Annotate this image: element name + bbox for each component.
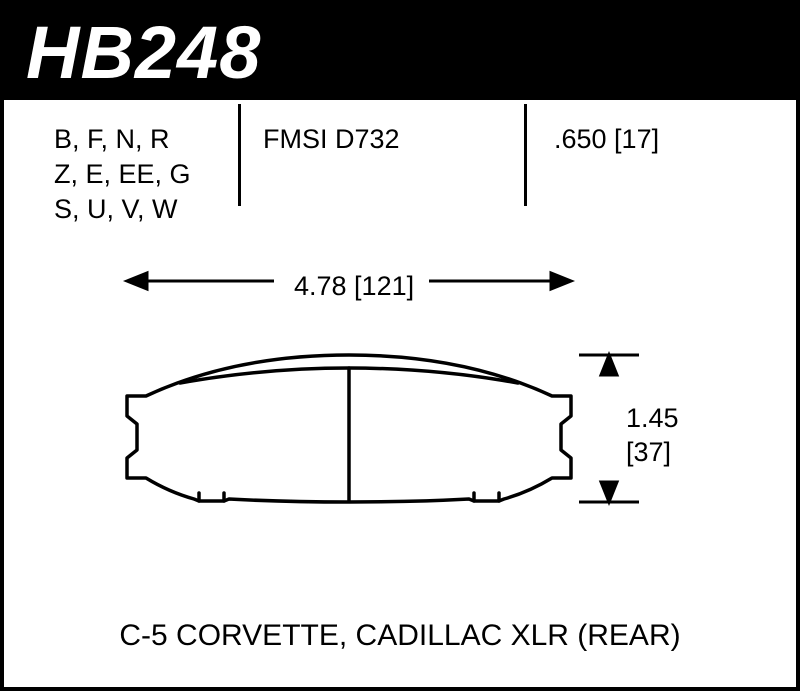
spec-sheet-page: HB248 B, F, N, R Z, E, EE, G S, U, V, W …	[0, 0, 800, 691]
compound-codes-line2: Z, E, EE, G	[54, 157, 191, 192]
height-dimension-label: 1.45 [37]	[626, 402, 679, 470]
diagram-area: 4.78 [121] 1.45 [37]	[4, 224, 796, 614]
specs-row: B, F, N, R Z, E, EE, G S, U, V, W FMSI D…	[4, 100, 796, 220]
compound-codes-line1: B, F, N, R	[54, 122, 191, 157]
spec-divider-2	[524, 104, 527, 206]
height-in: 1.45	[626, 402, 679, 436]
brake-pad-outline	[127, 355, 571, 502]
spec-divider-1	[238, 104, 241, 206]
application-footer: C-5 CORVETTE, CADILLAC XLR (REAR)	[4, 619, 796, 653]
height-mm: [37]	[626, 436, 679, 470]
width-dimension-label: 4.78 [121]	[294, 271, 414, 302]
compound-codes: B, F, N, R Z, E, EE, G S, U, V, W	[54, 122, 191, 227]
part-number: HB248	[26, 10, 261, 95]
compound-codes-line3: S, U, V, W	[54, 192, 191, 227]
header-bar: HB248	[4, 4, 796, 100]
thickness-spec: .650 [17]	[554, 122, 659, 157]
fmsi-code: FMSI D732	[263, 122, 400, 157]
